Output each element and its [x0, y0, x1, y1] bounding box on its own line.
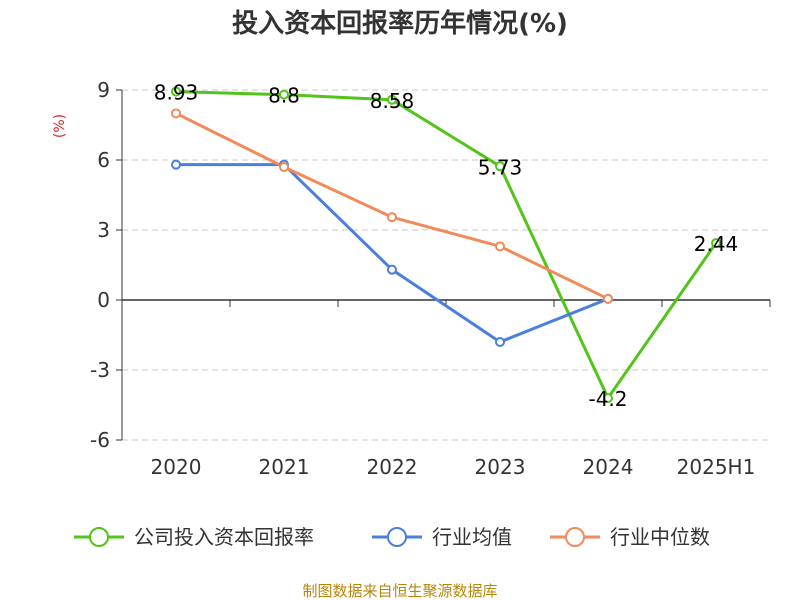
series-line-1	[176, 163, 609, 344]
y-tick-label: 0	[97, 288, 110, 312]
grid-lines	[122, 89, 770, 441]
data-point	[495, 161, 505, 172]
data-label: 8.58	[370, 89, 415, 113]
x-tick-label: 2025H1	[677, 455, 756, 479]
x-tick-label: 2024	[583, 455, 634, 479]
data-point	[495, 241, 505, 252]
legend-marker-2	[565, 527, 585, 547]
data-point	[603, 393, 613, 403]
data-point	[171, 86, 181, 97]
data-label: 8.8	[268, 84, 300, 108]
axes: 9 6 3 0 -3 -6 2020 2021 2022 2023 2024 2025H1	[90, 78, 771, 479]
data-label: 8.93	[154, 81, 199, 105]
y-tick-label: -6	[90, 428, 110, 452]
series-lines	[175, 90, 718, 400]
series-points	[171, 86, 721, 403]
series-line-0	[175, 90, 718, 400]
y-tick-label: 9	[97, 78, 110, 102]
x-tick-label: 2022	[367, 455, 418, 479]
legend-marker-0	[89, 527, 109, 547]
data-label: 5.73	[478, 155, 523, 179]
legend-label-1: 行业均值	[432, 525, 512, 549]
legend-label-0: 公司投入资本回报率	[134, 525, 314, 549]
data-point	[711, 238, 721, 249]
data-point	[279, 162, 289, 172]
legend-marker-1	[387, 527, 407, 547]
data-point	[279, 89, 289, 100]
x-tick-label: 2023	[475, 455, 526, 479]
y-tick-label: 6	[97, 148, 110, 172]
y-tick-label: 3	[97, 218, 110, 242]
data-point	[387, 212, 397, 223]
data-point	[171, 159, 181, 170]
data-point	[171, 108, 181, 119]
data-point	[495, 337, 505, 347]
x-tick-label: 2020	[151, 455, 202, 479]
y-tick-label: -3	[90, 358, 110, 382]
data-point	[387, 94, 397, 105]
source-note: 制图数据来自恒生聚源数据库	[302, 582, 497, 600]
data-point	[387, 264, 397, 275]
data-label: 2.44	[694, 232, 739, 256]
chart-title: 投入资本回报率历年情况(%)	[232, 8, 568, 39]
data-label: -4.2	[588, 387, 627, 411]
data-labels: 8.93 8.8 8.58 5.73 -4.2 2.44	[154, 81, 739, 411]
legend-label-2: 行业中位数	[610, 525, 710, 549]
x-tick-label: 2021	[259, 455, 310, 479]
data-point	[603, 293, 613, 304]
legend: 公司投入资本回报率 行业均值 行业中位数	[74, 525, 710, 549]
y-axis-unit: (%)	[52, 114, 68, 138]
